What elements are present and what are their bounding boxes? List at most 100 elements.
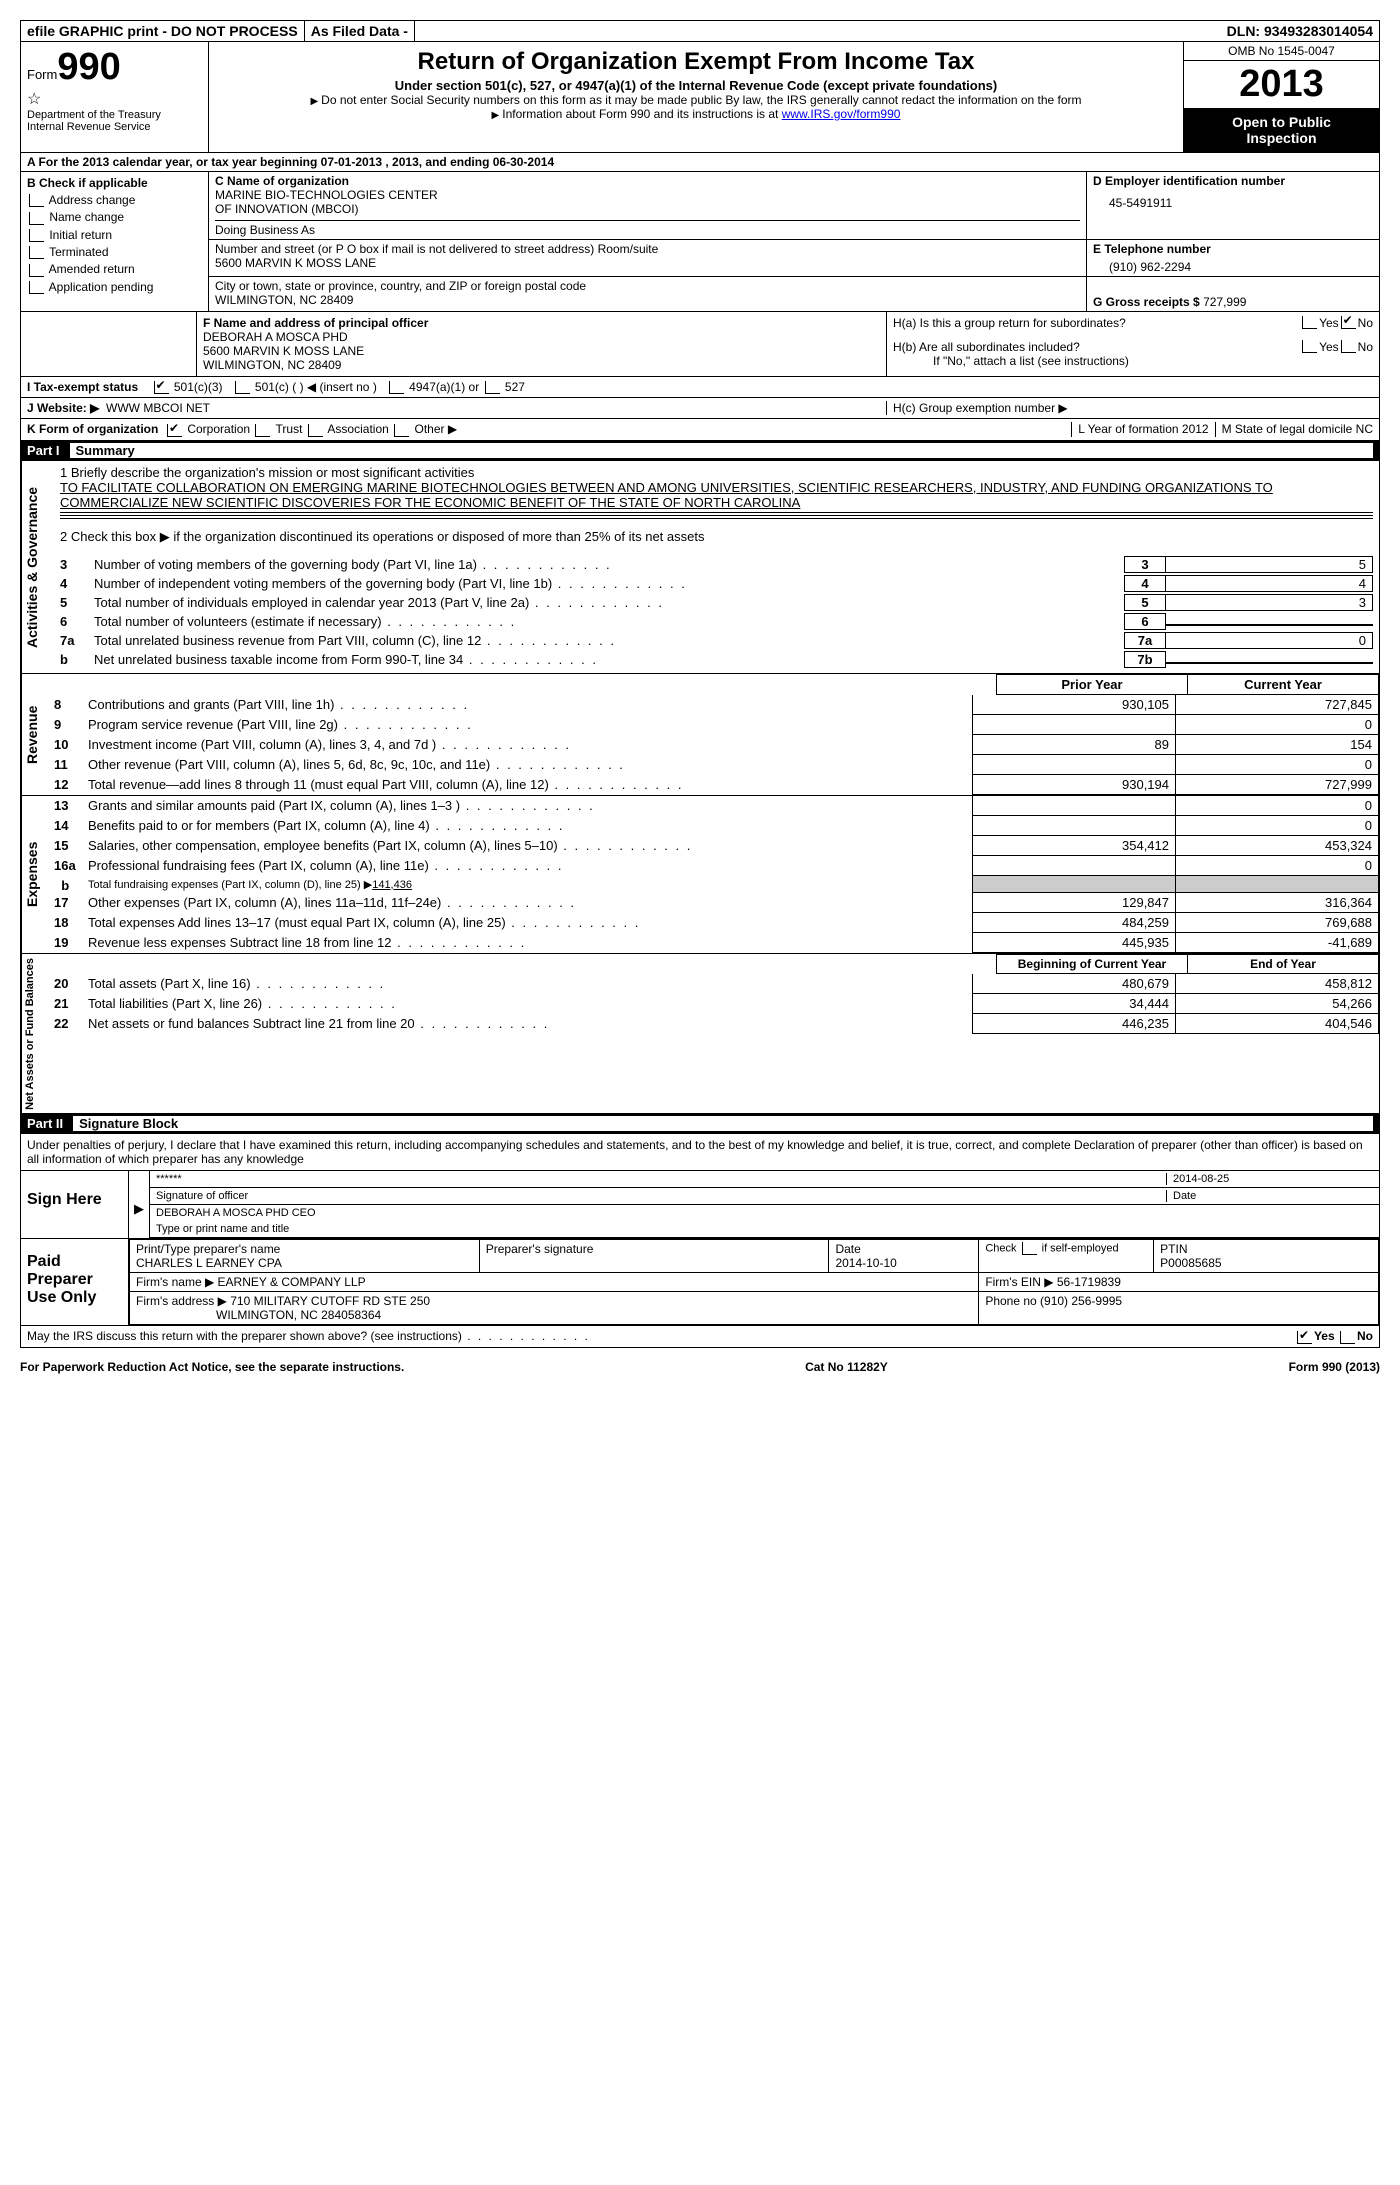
- checkbox-icon[interactable]: [1302, 316, 1317, 329]
- revenue-section: Revenue Prior Year Current Year 8Contrib…: [20, 674, 1380, 796]
- summary-line: 5Total number of individuals employed in…: [60, 593, 1373, 612]
- yes-label: Yes: [1319, 316, 1339, 330]
- checkbox-icon[interactable]: [167, 424, 182, 437]
- checkbox-icon[interactable]: [29, 264, 44, 277]
- header-prior-year: Prior Year: [996, 674, 1188, 695]
- form-trust: Trust: [276, 422, 303, 436]
- l1-label: 1 Briefly describe the organization's mi…: [60, 465, 1373, 480]
- row-i: I Tax-exempt status 501(c)(3) 501(c) ( )…: [20, 377, 1380, 398]
- checkbox-icon[interactable]: [394, 424, 409, 437]
- city-label: City or town, state or province, country…: [215, 279, 1080, 293]
- c-name-label: C Name of organization: [215, 174, 1080, 188]
- cell-f-officer: F Name and address of principal officer …: [197, 312, 887, 376]
- footer: For Paperwork Reduction Act Notice, see …: [20, 1348, 1380, 1374]
- checkbox-icon[interactable]: [389, 381, 404, 394]
- part-i-num: Part I: [27, 443, 70, 458]
- checkbox-icon[interactable]: [308, 424, 323, 437]
- checkbox-icon[interactable]: [485, 381, 500, 394]
- omb-number: OMB No 1545-0047: [1184, 42, 1379, 61]
- officer-name: DEBORAH A MOSCA PHD: [203, 330, 880, 344]
- irs-link[interactable]: www.IRS.gov/form990: [782, 107, 901, 121]
- h-b-label: H(b) Are all subordinates included?: [893, 340, 1300, 354]
- prep-name-label: Print/Type preparer's name: [136, 1242, 473, 1256]
- row-a-tax-year: A For the 2013 calendar year, or tax yea…: [20, 153, 1380, 172]
- checkbox-icon[interactable]: [1022, 1242, 1037, 1255]
- asfiled-label: As Filed Data -: [305, 21, 415, 41]
- no-label: No: [1358, 316, 1373, 330]
- signature-stars: ******: [156, 1173, 1166, 1185]
- table-row: 12Total revenue—add lines 8 through 11 (…: [54, 775, 1379, 795]
- officer-print-name: DEBORAH A MOSCA PHD CEO: [156, 1207, 316, 1219]
- form-corp: Corporation: [187, 422, 250, 436]
- cell-c-name: C Name of organization MARINE BIO-TECHNO…: [209, 172, 1087, 239]
- chk-amended: Amended return: [49, 262, 135, 276]
- footer-center: Cat No 11282Y: [404, 1360, 1288, 1374]
- summary-line: 3Number of voting members of the governi…: [60, 555, 1373, 574]
- cell-e-phone: E Telephone number (910) 962-2294: [1087, 240, 1379, 276]
- cell-c-address: Number and street (or P O box if mail is…: [209, 240, 1087, 276]
- checkbox-icon[interactable]: [29, 281, 44, 294]
- column-c-to-g: C Name of organization MARINE BIO-TECHNO…: [209, 172, 1379, 311]
- cell-g-receipts: G Gross receipts $ 727,999: [1087, 277, 1379, 311]
- phone-label: E Telephone number: [1093, 242, 1373, 256]
- checkbox-icon[interactable]: [1340, 1331, 1355, 1344]
- h-a-label: H(a) Is this a group return for subordin…: [893, 316, 1300, 330]
- net-assets-section: Net Assets or Fund Balances Beginning of…: [20, 954, 1380, 1115]
- checkbox-icon[interactable]: [29, 194, 44, 207]
- footer-left: For Paperwork Reduction Act Notice, see …: [20, 1360, 404, 1374]
- officer-label: F Name and address of principal officer: [203, 316, 880, 330]
- checkbox-icon[interactable]: [1297, 1331, 1312, 1344]
- form-number: 990: [57, 46, 120, 88]
- table-row: 16aProfessional fundraising fees (Part I…: [54, 856, 1379, 876]
- part-ii-num: Part II: [27, 1116, 73, 1131]
- checkbox-icon[interactable]: [1302, 340, 1317, 353]
- dln-value: 93493283014054: [1264, 23, 1373, 39]
- column-b: B Check if applicable Address change Nam…: [21, 172, 209, 311]
- summary-line: 6Total number of volunteers (estimate if…: [60, 612, 1373, 631]
- cell-d-ein: D Employer identification number 45-5491…: [1087, 172, 1379, 239]
- part-i-bar: Part I Summary: [20, 441, 1380, 461]
- firm-ein: 56-1719839: [1057, 1275, 1121, 1289]
- dept-treasury: Department of the Treasury: [27, 109, 202, 121]
- firm-addr2: WILMINGTON, NC 284058364: [216, 1308, 381, 1322]
- checkbox-icon[interactable]: [1341, 340, 1356, 353]
- firm-addr1: 710 MILITARY CUTOFF RD STE 250: [230, 1294, 430, 1308]
- phone-value: (910) 962-2294: [1093, 256, 1373, 274]
- table-row: 21Total liabilities (Part X, line 26)34,…: [54, 994, 1379, 1014]
- header-left: Form990 ☆ Department of the Treasury Int…: [21, 42, 209, 152]
- dln-label: DLN:: [1227, 23, 1260, 39]
- discuss-row: May the IRS discuss this return with the…: [20, 1326, 1380, 1347]
- header-end-year: End of Year: [1188, 954, 1379, 974]
- part-i-title: Summary: [70, 443, 1373, 458]
- perjury-text: Under penalties of perjury, I declare th…: [20, 1134, 1380, 1171]
- checkbox-icon[interactable]: [154, 381, 169, 394]
- section-b-to-g: B Check if applicable Address change Nam…: [20, 172, 1380, 312]
- part-ii-title: Signature Block: [73, 1116, 1373, 1131]
- paid-preparer-section: Paid Preparer Use Only Print/Type prepar…: [20, 1239, 1380, 1326]
- checkbox-icon[interactable]: [29, 229, 44, 242]
- date-label: Date: [1166, 1190, 1373, 1202]
- h-c-label: H(c) Group exemption number ▶: [886, 401, 1373, 415]
- side-label-revenue: Revenue: [21, 674, 54, 795]
- l2-text: 2 Check this box ▶ if the organization d…: [60, 529, 704, 544]
- efile-label: efile GRAPHIC print - DO NOT PROCESS: [21, 21, 305, 41]
- checkbox-icon[interactable]: [1341, 316, 1356, 329]
- open-public-badge: Open to Public Inspection: [1184, 108, 1379, 152]
- header-right: OMB No 1545-0047 2013 Open to Public Ins…: [1183, 42, 1379, 152]
- website-label: J Website: ▶: [27, 401, 99, 415]
- checkbox-icon[interactable]: [29, 212, 44, 225]
- ptin-value: P00085685: [1160, 1256, 1372, 1270]
- gross-receipts-label: G Gross receipts $: [1093, 295, 1200, 309]
- checkbox-icon[interactable]: [29, 246, 44, 259]
- chk-address-change: Address change: [49, 193, 136, 207]
- checkbox-icon[interactable]: [235, 381, 250, 394]
- status-4947: 4947(a)(1) or: [409, 380, 479, 394]
- city-value: WILMINGTON, NC 28409: [215, 293, 1080, 307]
- officer-city: WILMINGTON, NC 28409: [203, 358, 880, 372]
- checkbox-icon[interactable]: [255, 424, 270, 437]
- table-row: 17Other expenses (Part IX, column (A), l…: [54, 893, 1379, 913]
- form-assoc: Association: [327, 422, 388, 436]
- prep-date-label: Date: [835, 1242, 972, 1256]
- l16b-value: 141,436: [372, 879, 412, 891]
- irs-label: Internal Revenue Service: [27, 121, 202, 133]
